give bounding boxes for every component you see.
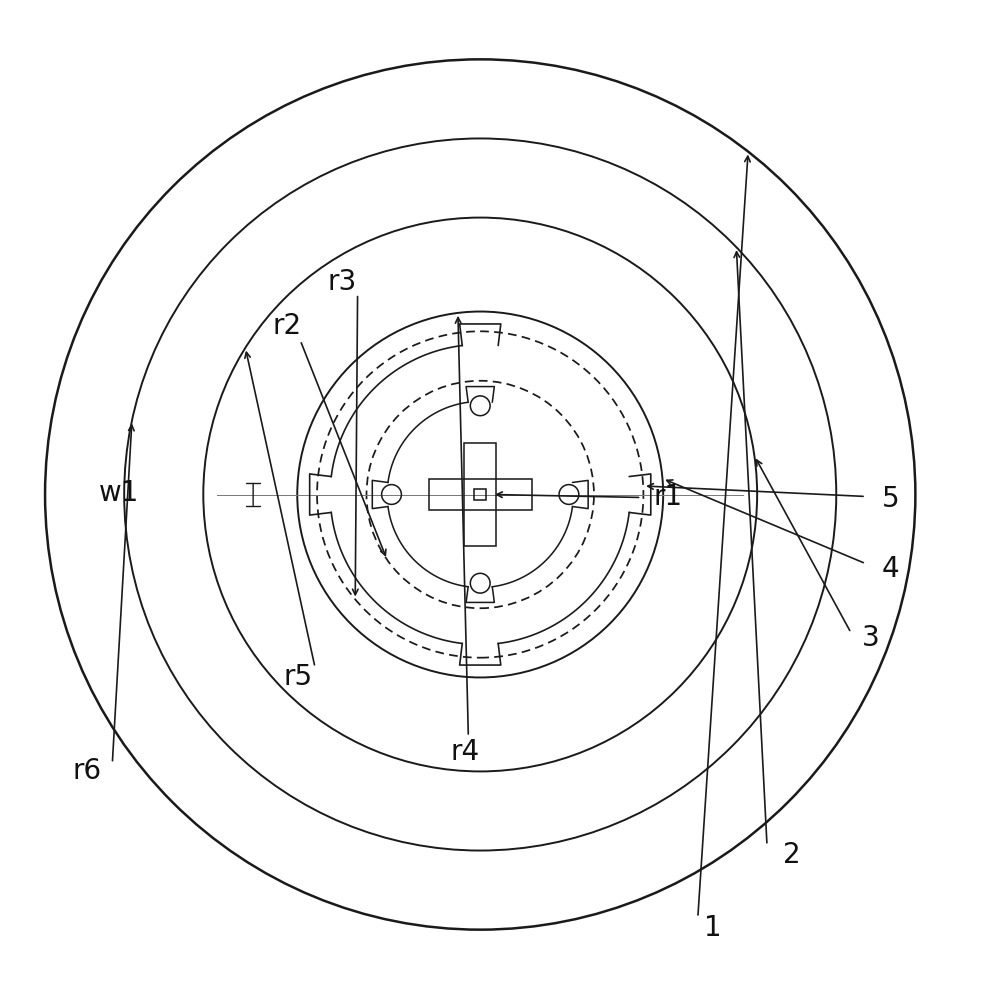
Text: 3: 3	[862, 624, 880, 652]
Text: r2: r2	[273, 313, 302, 340]
Text: 4: 4	[882, 555, 899, 583]
Text: 5: 5	[882, 486, 899, 513]
Text: r4: r4	[451, 738, 480, 765]
Bar	[474, 489, 486, 500]
Text: r5: r5	[284, 664, 313, 691]
Text: r1: r1	[654, 484, 683, 511]
Text: 2: 2	[783, 842, 801, 869]
Text: w1: w1	[99, 479, 139, 506]
Text: r3: r3	[327, 268, 356, 296]
Text: 1: 1	[704, 914, 721, 942]
Text: r6: r6	[72, 758, 101, 785]
